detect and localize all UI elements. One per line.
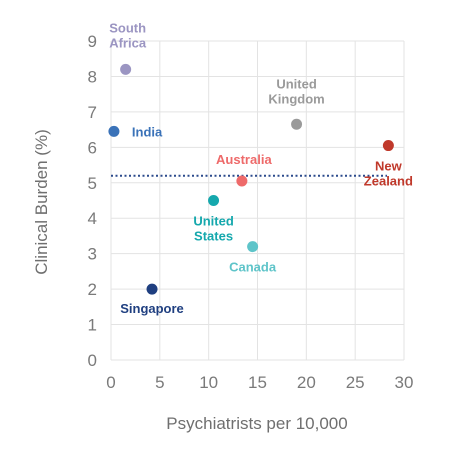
data-points (108, 63, 394, 295)
point-label-line: States (194, 229, 233, 244)
y-axis-ticks: 0 1 2 3 4 5 6 7 8 9 (88, 32, 97, 370)
x-tick-label: 30 (395, 373, 414, 392)
point-label-united-states: United States (193, 214, 234, 244)
y-tick-label: 0 (88, 351, 97, 370)
x-tick-label: 0 (106, 373, 115, 392)
x-tick-label: 25 (346, 373, 365, 392)
point-united-states (208, 195, 220, 206)
point-new-zealand (382, 140, 394, 152)
x-tick-label: 20 (297, 373, 316, 392)
point-label-united-kingdom: United Kingdom (268, 76, 324, 106)
point-united-kingdom (291, 118, 303, 130)
x-tick-label: 5 (155, 373, 164, 392)
x-tick-label: 10 (199, 373, 218, 392)
point-singapore (146, 283, 158, 295)
x-axis-title: Psychiatrists per 10,000 (166, 414, 347, 433)
y-tick-label: 6 (88, 138, 97, 157)
point-label-line: Singapore (120, 301, 184, 316)
x-tick-label: 15 (248, 373, 267, 392)
y-tick-label: 5 (88, 174, 97, 193)
y-tick-label: 9 (88, 32, 97, 51)
y-tick-label: 7 (88, 103, 97, 122)
y-tick-label: 2 (88, 280, 97, 299)
point-label-canada: Canada (229, 260, 277, 275)
point-label-line: Africa (109, 35, 147, 50)
point-label-line: United (193, 214, 234, 229)
point-label-australia: Australia (216, 152, 272, 167)
point-australia (236, 175, 248, 187)
point-label-india: India (132, 124, 163, 139)
point-label-line: Kingdom (268, 91, 324, 106)
point-label-line: New (375, 159, 403, 174)
point-label-south-africa: South Africa (109, 20, 147, 50)
point-india (108, 125, 120, 137)
point-label-line: Canada (229, 260, 277, 275)
y-tick-label: 3 (88, 245, 97, 264)
point-label-line: Australia (216, 152, 272, 167)
y-tick-label: 1 (88, 316, 97, 335)
point-label-line: Zealand (364, 174, 413, 189)
point-label-line: India (132, 124, 163, 139)
point-label-line: South (109, 20, 146, 35)
x-axis-ticks: 0 5 10 15 20 25 30 (106, 373, 413, 392)
point-south-africa (120, 63, 132, 75)
point-canada (247, 241, 259, 253)
y-tick-label: 8 (88, 67, 97, 86)
y-tick-label: 4 (88, 209, 97, 228)
point-label-line: United (276, 76, 317, 91)
point-label-singapore: Singapore (120, 301, 184, 316)
point-label-new-zealand: New Zealand (364, 159, 413, 189)
y-axis-title: Clinical Burden (%) (32, 129, 51, 275)
